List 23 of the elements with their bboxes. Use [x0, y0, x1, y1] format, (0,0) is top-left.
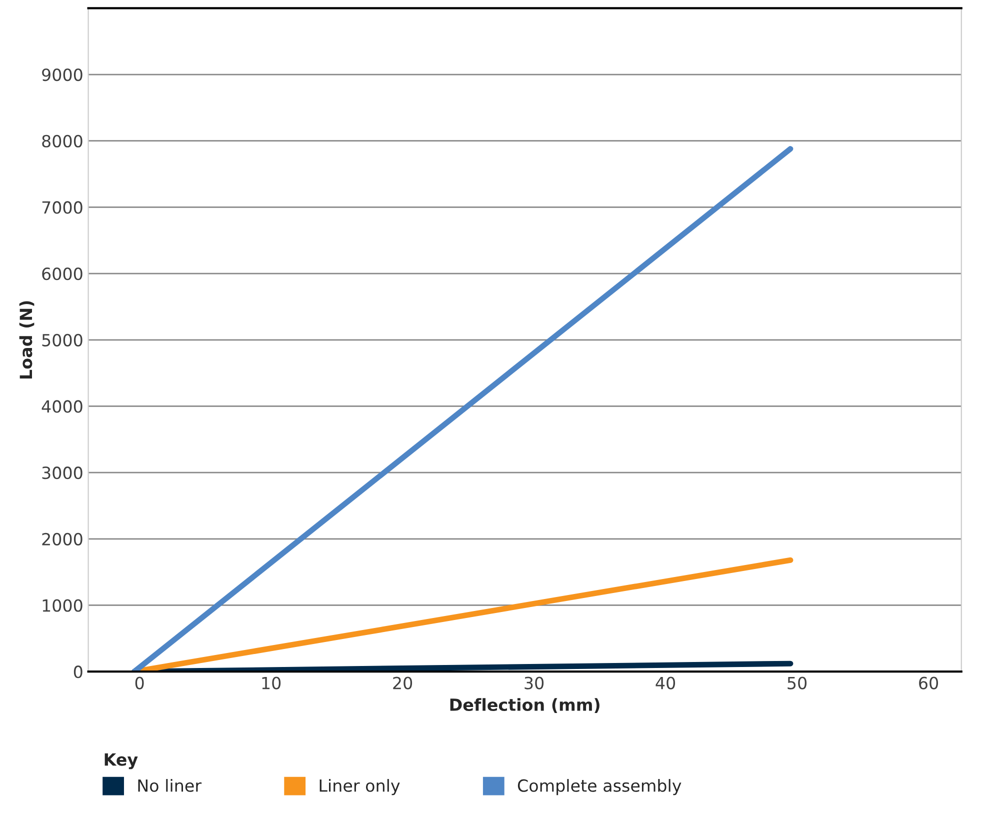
x-tick-label: 10	[262, 676, 281, 690]
x-axis-title: Deflection (mm)	[450, 698, 600, 713]
y-tick-label: 5000	[42, 334, 82, 346]
y-tick-label: 7000	[42, 201, 82, 214]
legend-title: Key	[104, 753, 138, 770]
x-tick-label: 0	[135, 676, 144, 690]
y-tick-label: 8000	[42, 134, 82, 148]
y-axis-title: Load (N)	[19, 301, 34, 378]
x-tick-label: 50	[788, 676, 807, 690]
legend-label: No liner	[138, 779, 202, 792]
y-tick-label: 0	[74, 666, 82, 678]
legend-label: Liner only	[320, 779, 400, 796]
x-tick-label: 20	[393, 676, 412, 690]
x-tick-label: 40	[656, 676, 676, 690]
x-tick-label: 30	[524, 676, 544, 690]
y-tick-label: 3000	[42, 466, 82, 480]
legend-label: Complete assembly	[518, 779, 682, 796]
y-tick-label: 4000	[42, 400, 82, 413]
x-tick-label: 60	[919, 676, 938, 690]
y-tick-label: 2000	[42, 532, 82, 546]
y-tick-label: 9000	[42, 68, 82, 82]
y-tick-label: 6000	[42, 268, 82, 280]
y-tick-label: 1000	[42, 599, 82, 612]
